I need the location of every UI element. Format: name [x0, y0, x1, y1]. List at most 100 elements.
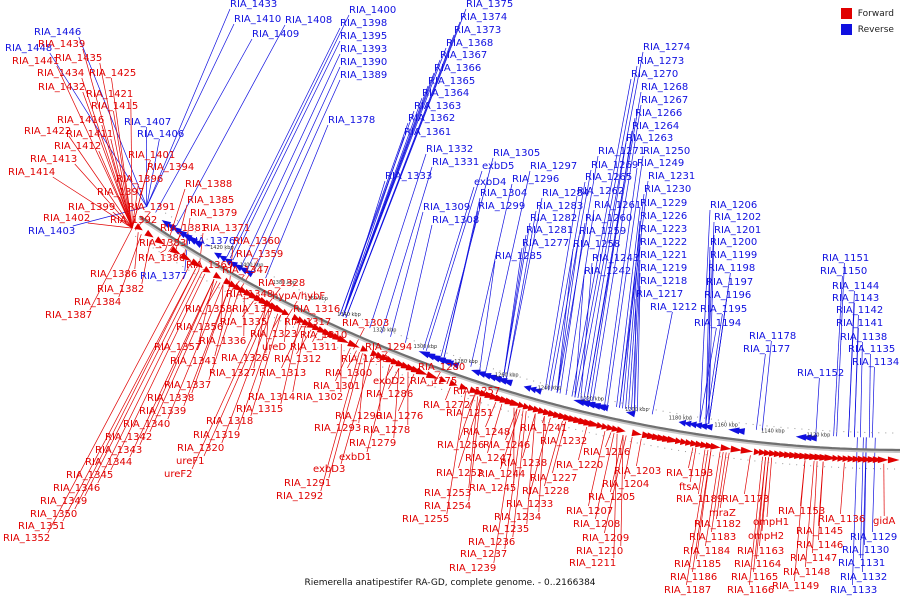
leader-line	[62, 268, 197, 522]
leader-line	[340, 357, 372, 465]
kbp-tick-label: 1180 kbp	[669, 415, 693, 421]
reverse-gene	[238, 266, 249, 275]
reverse-gene-label: RIA_1202	[714, 212, 761, 223]
reverse-gene	[533, 388, 543, 395]
forward-gene-label: RIA_1210	[576, 546, 623, 557]
forward-gene-label: RIA_1136	[818, 514, 865, 525]
forward-gene-label: RIA_1350	[30, 509, 77, 520]
leader-line	[99, 62, 133, 229]
forward-gene	[763, 449, 772, 457]
forward-gene	[847, 455, 857, 463]
reverse-gene	[678, 419, 687, 427]
reverse-gene	[693, 422, 703, 430]
leader-line	[398, 373, 415, 412]
forward-gene-label: RIA_1369	[186, 260, 233, 271]
kbp-tick-label: 1160 kbp	[714, 423, 738, 429]
reverse-gene-label: RIA_1178	[749, 331, 796, 342]
reverse-gene-label: RIA_1282	[530, 213, 577, 224]
reverse-gene-label: RIA_1218	[640, 276, 687, 287]
forward-gene	[212, 271, 222, 279]
leader-line	[503, 234, 527, 378]
forward-gene-label: RIA_1236	[468, 537, 515, 548]
leader-line	[82, 91, 133, 229]
forward-gene-label: RIA_1163	[737, 546, 784, 557]
leader-line	[620, 434, 624, 547]
reverse-gene-label: RIA_1249	[637, 158, 684, 169]
kbp-tick-label: 1400 kbp	[240, 262, 264, 268]
forward-gene-label: RIA_1339	[139, 406, 186, 417]
kbp-tick-label: 1320 kbp	[373, 328, 397, 334]
leader-line	[203, 308, 269, 457]
reverse-gene-label: RIA_1150	[820, 266, 867, 277]
forward-gene-label: ureF1	[176, 456, 205, 467]
reverse-gene-label: RIA_1261	[594, 200, 641, 211]
leader-line	[296, 329, 312, 355]
reverse-gene-label: RIA_1367	[440, 50, 487, 61]
forward-gene-label: gidA	[873, 516, 895, 527]
leader-line	[247, 297, 249, 300]
forward-gene-label: RIA_1317	[284, 317, 331, 328]
forward-gene-label: RIA_1256	[437, 440, 484, 451]
leader-line	[458, 397, 482, 469]
forward-gene-label: RIA_1435	[55, 53, 102, 64]
forward-gene-label: RIA_1204	[602, 479, 649, 490]
forward-gene-label: RIA_1257	[453, 386, 500, 397]
leader-line	[191, 307, 266, 470]
leader-line	[208, 292, 239, 381]
reverse-gene	[161, 220, 172, 228]
reverse-gene-label: RIA_1409	[252, 29, 299, 40]
reverse-gene-label: RIA_1410	[234, 14, 281, 25]
leader-line	[47, 264, 191, 534]
forward-gene	[438, 376, 447, 383]
leader-line	[422, 186, 475, 350]
forward-gene	[631, 429, 642, 437]
forward-gene-label: RIA_1216	[583, 447, 630, 458]
reverse-gene	[219, 255, 228, 263]
leader-line	[119, 196, 133, 229]
kbp-tick-label: 1380 kbp	[273, 280, 297, 286]
reverse-gene-label: RIA_1259	[579, 226, 626, 237]
inner-dashed-track	[129, 231, 900, 470]
figure-caption: Riemerella anatipestifer RA-GD, complete…	[304, 578, 596, 588]
leader-line	[221, 310, 272, 444]
reverse-swatch	[840, 24, 852, 35]
forward-gene	[788, 451, 800, 459]
reverse-gene	[625, 410, 636, 418]
forward-gene-label: RIA_1153	[778, 506, 825, 517]
leader-line	[165, 188, 186, 251]
forward-gene	[448, 379, 458, 387]
legend: Forward Reverse	[840, 8, 894, 40]
forward-gene-label: RIA_1399	[68, 202, 115, 213]
reverse-gene-label: RIA_1267	[641, 95, 688, 106]
leader-line	[87, 222, 133, 229]
reverse-gene	[214, 252, 222, 260]
forward-gene-label: RIA_1327	[209, 368, 256, 379]
leader-line	[358, 354, 366, 424]
leader-line	[699, 209, 711, 423]
forward-gene-label: RIA_1165	[731, 572, 778, 583]
leader-line	[84, 270, 200, 497]
leader-line	[445, 387, 451, 401]
leader-line	[280, 324, 300, 405]
reverse-gene	[471, 369, 481, 377]
reverse-gene	[683, 420, 692, 428]
leader-line	[206, 244, 211, 247]
forward-gene-label: RIA_1254	[424, 501, 471, 512]
reverse-gene-label: RIA_1331	[432, 157, 479, 168]
forward-gene-label: RIA_1425	[89, 68, 136, 79]
forward-gene	[370, 349, 379, 356]
reverse-gene-label: RIA_1229	[640, 198, 687, 209]
forward-gene	[291, 313, 301, 321]
leader-line	[339, 122, 409, 316]
forward-gene-label: RIA_1280	[418, 362, 465, 373]
reverse-gene-label: RIA_1131	[838, 558, 885, 569]
forward-gene-label: RIA_1235	[482, 524, 529, 535]
reverse-gene	[800, 434, 812, 442]
forward-gene	[783, 451, 794, 459]
leader-line	[342, 136, 405, 317]
forward-gene-label: RIA_1439	[38, 39, 85, 50]
leader-line	[565, 209, 595, 396]
leader-line	[583, 142, 627, 400]
forward-gene-label: RIA_1166	[727, 585, 774, 596]
leader-line	[347, 350, 357, 369]
